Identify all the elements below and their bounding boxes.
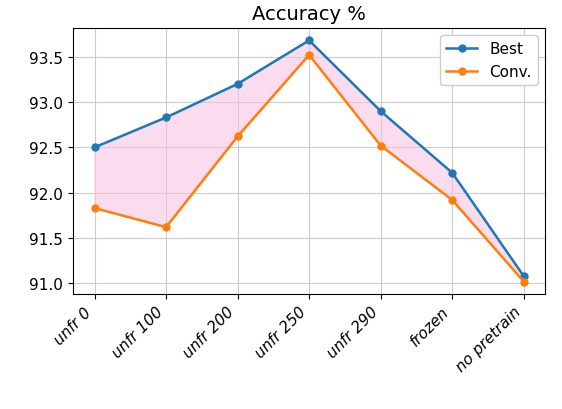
Legend: Best, Conv.: Best, Conv. [440, 36, 537, 86]
Line: Best: Best [91, 38, 527, 280]
Best [377, 109, 384, 114]
Conv. [449, 198, 456, 203]
Conv. [520, 279, 527, 284]
Conv. [377, 144, 384, 148]
Best [162, 116, 169, 121]
Best [449, 171, 456, 176]
Best [520, 274, 527, 279]
Conv. [91, 206, 98, 211]
Best [91, 146, 98, 151]
Conv. [162, 225, 169, 230]
Conv. [234, 135, 241, 139]
Title: Accuracy %: Accuracy % [252, 5, 366, 24]
Best [306, 39, 312, 44]
Line: Conv.: Conv. [91, 52, 527, 285]
Best [234, 82, 241, 87]
Conv. [306, 53, 312, 58]
